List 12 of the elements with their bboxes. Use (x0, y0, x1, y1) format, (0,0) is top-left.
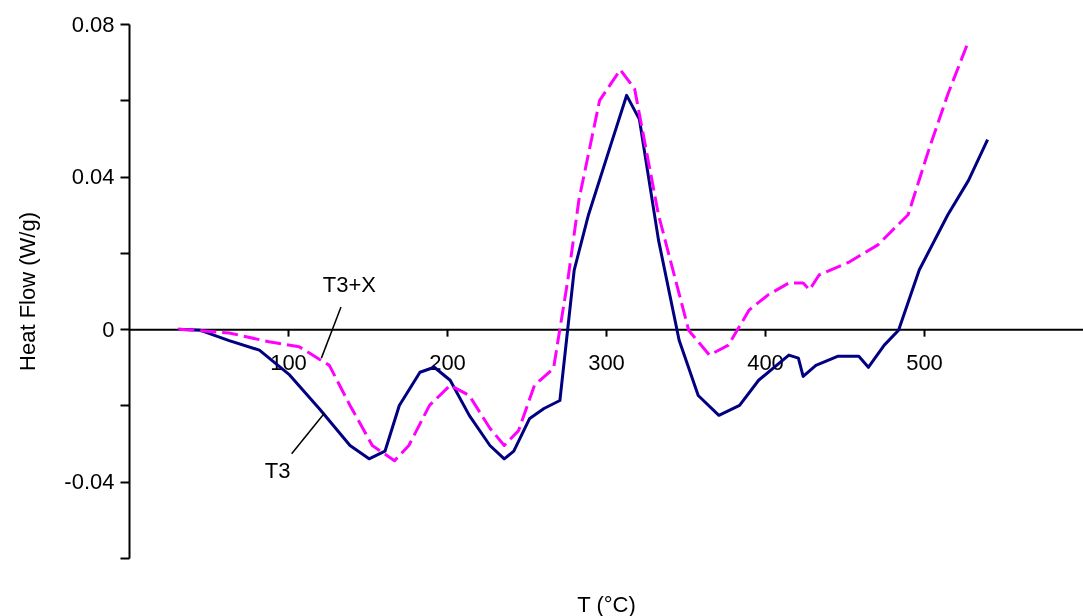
y-tick-label: -0.04 (64, 469, 115, 495)
x-axis-title: T (°C) (577, 591, 636, 616)
y-axis-title: Heat Flow (W/g) (15, 212, 41, 371)
x-tick-label: 500 (906, 349, 943, 375)
x-tick-label: 100 (270, 349, 307, 375)
y-tick-label: 0.08 (71, 11, 115, 37)
y-tick-label: 0 (102, 316, 115, 342)
annotation: T3 (264, 458, 291, 484)
x-tick-label: 400 (747, 349, 784, 375)
y-tick-label: 0.04 (71, 164, 115, 190)
annotation: T3+X (322, 272, 377, 298)
x-tick-label: 300 (588, 349, 625, 375)
